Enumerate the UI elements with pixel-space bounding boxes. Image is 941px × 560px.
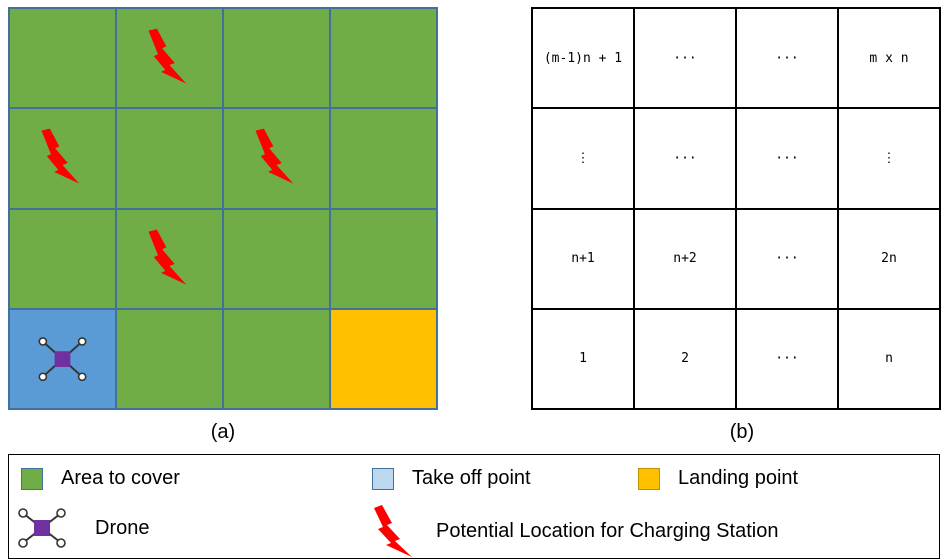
legend-charging-label: Potential Location for Charging Station [436,519,779,542]
area-cell [330,8,437,109]
legend-item-charging: Potential Location for Charging Station [372,505,778,557]
panel-a-caption: (a) [210,421,236,443]
legend-item-landing: Landing point [638,467,798,490]
grid-cell-label: (m-1)n + 1 [532,8,634,109]
legend-area-label: Area to cover [61,467,180,489]
area-cell [223,8,330,109]
grid-cell-label: n+2 [634,208,736,309]
area-cell [9,108,116,209]
legend-landing-label: Landing point [678,467,799,489]
legend-item-area: Area to cover [21,467,180,490]
area-cell [223,308,330,409]
takeoff-swatch [372,467,394,490]
landing-cell [330,308,437,409]
area-cell [116,8,223,109]
grid-cell-label: n+1 [532,208,634,309]
legend-takeoff-label: Take off point [412,467,531,489]
lightning-bolt-icon [41,128,80,184]
grid-cell-label: ··· [634,8,736,109]
lightning-bolt-icon [255,128,294,184]
grid-cell-label: ··· [634,108,736,209]
area-swatch [21,467,43,490]
legend-item-takeoff: Take off point [372,467,531,490]
legend: Area to cover Take off point Landing poi… [8,454,940,559]
cell-numbering-grid: (m-1)n + 1 ··· ··· m x n ⋮ ··· ··· ⋮ n+1 n+2 ··· 2n… [531,7,941,410]
legend-drone-label: Drone [95,516,150,539]
grid-cell-label: ··· [736,108,838,209]
area-cell [9,8,116,109]
grid-cell-label: n [838,308,940,409]
drone-icon [38,336,87,381]
grid-cell-label: 2n [838,208,940,309]
grid-cell-label: ⋮ [532,108,634,209]
lightning-bolt-icon [148,28,187,84]
coverage-grid [8,7,438,410]
grid-cell-label: ⋮ [838,108,940,209]
area-cell [116,108,223,209]
lightning-bolt-icon [374,505,412,557]
grid-cell-label: ··· [736,208,838,309]
panel-b-caption: (b) [729,421,755,443]
drone-icon [18,508,66,548]
area-cell [223,208,330,309]
area-cell [9,208,116,309]
lightning-bolt-icon [148,229,187,285]
area-cell [116,308,223,409]
grid-cell-label: ··· [736,8,838,109]
grid-cell-label: ··· [736,308,838,409]
area-cell [330,208,437,309]
legend-item-drone: Drone [15,506,149,550]
grid-cell-label: 1 [532,308,634,409]
takeoff-cell [9,308,116,409]
landing-swatch [638,467,660,490]
area-cell [223,108,330,209]
grid-cell-label: 2 [634,308,736,409]
area-cell [116,208,223,309]
area-cell [330,108,437,209]
grid-cell-label: m x n [838,8,940,109]
